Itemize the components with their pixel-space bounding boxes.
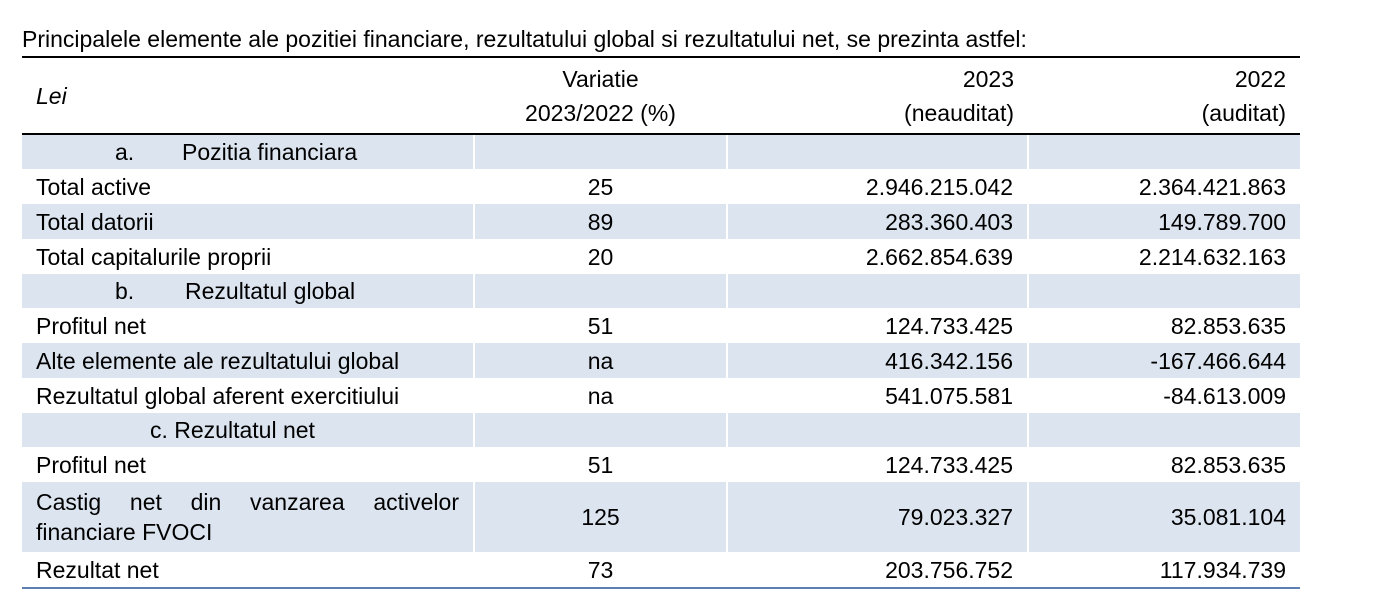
row-label: Rezultatul global aferent exercitiului xyxy=(36,382,400,409)
section-a-heading: a. Pozitia financiara xyxy=(22,139,357,165)
section-a-empty xyxy=(726,134,1028,169)
section-b-number: b. xyxy=(115,278,135,304)
row-value-2023: 124.733.425 xyxy=(726,308,1028,343)
row-value-2023: 416.342.156 xyxy=(726,343,1028,378)
table-row: Total active 25 2.946.215.042 2.364.421.… xyxy=(22,169,1300,204)
row-value-2023: 124.733.425 xyxy=(726,447,1028,482)
section-b-empty xyxy=(726,274,1028,308)
row-value-2023: 283.360.403 xyxy=(726,204,1028,239)
row-value-2023: 79.023.327 xyxy=(726,482,1028,552)
section-c-title: c. Rezultatul net xyxy=(150,417,315,443)
row-variation: na xyxy=(473,378,727,413)
header-2022: 2022 (auditat) xyxy=(1028,56,1300,135)
row-value-2023: 541.075.581 xyxy=(726,378,1028,413)
row-label: Rezultat net xyxy=(22,552,474,589)
row-variation: 51 xyxy=(473,447,727,482)
row-variation: 51 xyxy=(473,308,727,343)
section-a-label: a. Pozitia financiara xyxy=(22,134,474,169)
row-label: Profitul net xyxy=(36,451,146,478)
row-label: Total active xyxy=(36,173,152,200)
section-row-b: b. Rezultatul global xyxy=(22,274,1300,308)
section-a-empty xyxy=(1027,134,1300,169)
row-value-2022: -84.613.009 xyxy=(1027,378,1300,413)
header-2023-line2: (neauditat) xyxy=(904,99,1014,126)
row-label: Total capitalurile proprii xyxy=(36,243,272,270)
row-value-2022: 149.789.700 xyxy=(1027,204,1300,239)
table-row: Total datorii 89 283.360.403 149.789.700 xyxy=(22,204,1300,239)
row-value-2023: 2.662.854.639 xyxy=(726,239,1028,274)
header-variation: Variatie 2023/2022 (%) xyxy=(474,56,727,135)
row-value-2022: 82.853.635 xyxy=(1027,308,1300,343)
header-unit: Lei xyxy=(22,56,474,135)
section-c-empty xyxy=(726,413,1028,447)
header-2023: 2023 (neauditat) xyxy=(727,56,1028,135)
section-b-title: Rezultatul global xyxy=(185,278,356,304)
section-row-c: c. Rezultatul net xyxy=(22,413,1300,447)
row-label: Alte elemente ale rezultatului global xyxy=(22,343,474,378)
header-variation-line2: 2023/2022 (%) xyxy=(525,99,676,126)
row-value-2022: -167.466.644 xyxy=(1027,343,1300,378)
row-value-2022: 117.934.739 xyxy=(1027,552,1300,589)
row-variation: 73 xyxy=(473,552,727,589)
header-row: Lei Variatie 2023/2022 (%) 2023 (neaudit… xyxy=(22,56,1300,135)
section-b-empty xyxy=(473,274,727,308)
table-row: Profitul net 51 124.733.425 82.853.635 xyxy=(22,447,1300,482)
section-a-title: Pozitia financiara xyxy=(182,139,358,165)
section-a-empty xyxy=(473,134,727,169)
table-row: Profitul net 51 124.733.425 82.853.635 xyxy=(22,308,1300,343)
row-value-2022: 2.364.421.863 xyxy=(1027,169,1300,204)
table-row: Rezultat net 73 203.756.752 117.934.739 xyxy=(22,552,1300,589)
section-b-heading: b. Rezultatul global xyxy=(22,278,355,304)
row-label: Castig net din vanzarea activelor financ… xyxy=(22,482,474,552)
row-variation: na xyxy=(473,343,727,378)
section-b-label: b. Rezultatul global xyxy=(22,274,474,308)
row-label: Profitul net xyxy=(36,312,146,339)
table-row: Rezultatul global aferent exercitiului n… xyxy=(22,378,1300,413)
header-variation-line1: Variatie xyxy=(562,65,639,92)
table-row: Castig net din vanzarea activelor financ… xyxy=(22,482,1300,552)
row-value-2023: 2.946.215.042 xyxy=(726,169,1028,204)
table-row: Alte elemente ale rezultatului global na… xyxy=(22,343,1300,378)
table-row: Total capitalurile proprii 20 2.662.854.… xyxy=(22,239,1300,274)
row-value-2023: 203.756.752 xyxy=(726,552,1028,589)
section-a-number: a. xyxy=(115,139,135,165)
row-variation: 25 xyxy=(473,169,727,204)
section-b-empty xyxy=(1027,274,1300,308)
row-value-2022: 82.853.635 xyxy=(1027,447,1300,482)
row-value-2022: 35.081.104 xyxy=(1027,482,1300,552)
section-c-empty xyxy=(473,413,727,447)
header-2023-line1: 2023 xyxy=(962,65,1014,92)
row-variation: 20 xyxy=(473,239,727,274)
intro-text: Principalele elemente ale pozitiei finan… xyxy=(22,26,1027,52)
section-c-empty xyxy=(1027,413,1300,447)
section-row-a: a. Pozitia financiara xyxy=(22,134,1300,169)
row-value-2022: 2.214.632.163 xyxy=(1027,239,1300,274)
header-2022-line1: 2022 xyxy=(1234,65,1286,92)
row-variation: 89 xyxy=(473,204,727,239)
section-c-label: c. Rezultatul net xyxy=(22,413,474,447)
financial-summary-table: Lei Variatie 2023/2022 (%) 2023 (neaudit… xyxy=(22,56,1300,589)
row-variation: 125 xyxy=(473,482,727,552)
row-label: Total datorii xyxy=(22,204,474,239)
header-2022-line2: (auditat) xyxy=(1201,99,1286,126)
